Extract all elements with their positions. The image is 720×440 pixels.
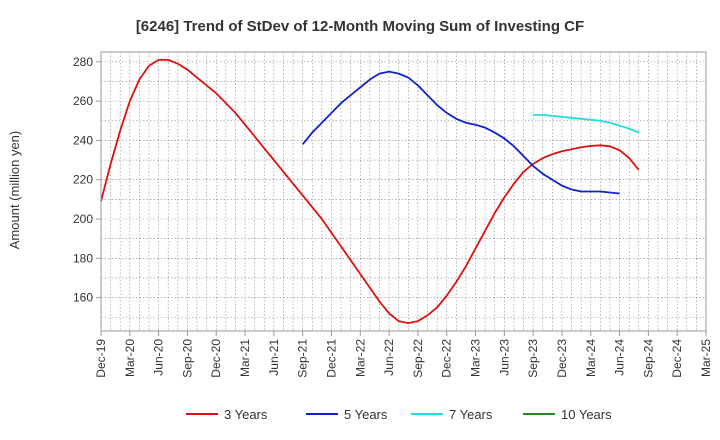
y-tick-label: 220 [73,173,93,187]
x-tick-label: Mar-23 [469,339,483,377]
x-tick-label: Dec-23 [555,339,569,378]
x-tick-label: Jun-23 [497,339,511,376]
x-tick-label: Sep-22 [411,339,425,378]
x-tick-label: Sep-23 [526,339,540,378]
y-tick-label: 260 [73,94,93,108]
chart-title: [6246] Trend of StDev of 12-Month Moving… [136,18,584,35]
y-tick-label: 280 [73,55,93,69]
y-tick-label: 200 [73,212,93,226]
legend-label: 7 Years [449,407,493,422]
x-tick-label: Mar-24 [584,339,598,377]
x-tick-label: Mar-20 [123,339,137,377]
legend-label: 10 Years [561,407,612,422]
legend-label: 5 Years [344,407,388,422]
x-tick-label: Dec-22 [440,339,454,378]
grid [101,52,706,331]
series-line-3-years [100,58,640,325]
legend-label: 3 Years [224,407,268,422]
legend: 3 Years 5 Years 7 Years 10 Years [186,407,612,422]
x-tick-label: Sep-24 [641,339,655,378]
x-tick-label: Jun-24 [613,339,627,376]
y-tick-label: 160 [73,291,93,305]
x-tick-label: Jun-20 [152,339,166,376]
y-tick-label: 240 [73,133,93,147]
series-line-7-years [533,113,640,134]
x-tick-label: Jun-21 [267,339,281,376]
x-tick-label: Dec-20 [209,339,223,378]
series-lines [100,58,640,325]
x-tick-label: Mar-21 [238,339,252,377]
x-tick-label: Mar-22 [353,339,367,377]
x-tick-label: Jun-22 [382,339,396,376]
x-tick-label: Dec-21 [324,339,338,378]
series-line-5-years [301,70,620,195]
y-ticks: 160 180 200 220 240 260 280 [73,55,101,305]
x-ticks: Dec-19 Mar-20 Jun-20 Sep-20 Dec-20 Mar-21 Jun-… [94,331,713,378]
x-tick-label: Dec-19 [94,339,108,378]
x-tick-label: Sep-21 [296,339,310,378]
y-axis-label: Amount (million yen) [7,131,22,250]
x-tick-label: Mar-25 [699,339,713,377]
x-tick-label: Sep-20 [180,339,194,378]
x-tick-label: Dec-24 [670,339,684,378]
y-tick-label: 180 [73,251,93,265]
plot-area [100,51,707,332]
